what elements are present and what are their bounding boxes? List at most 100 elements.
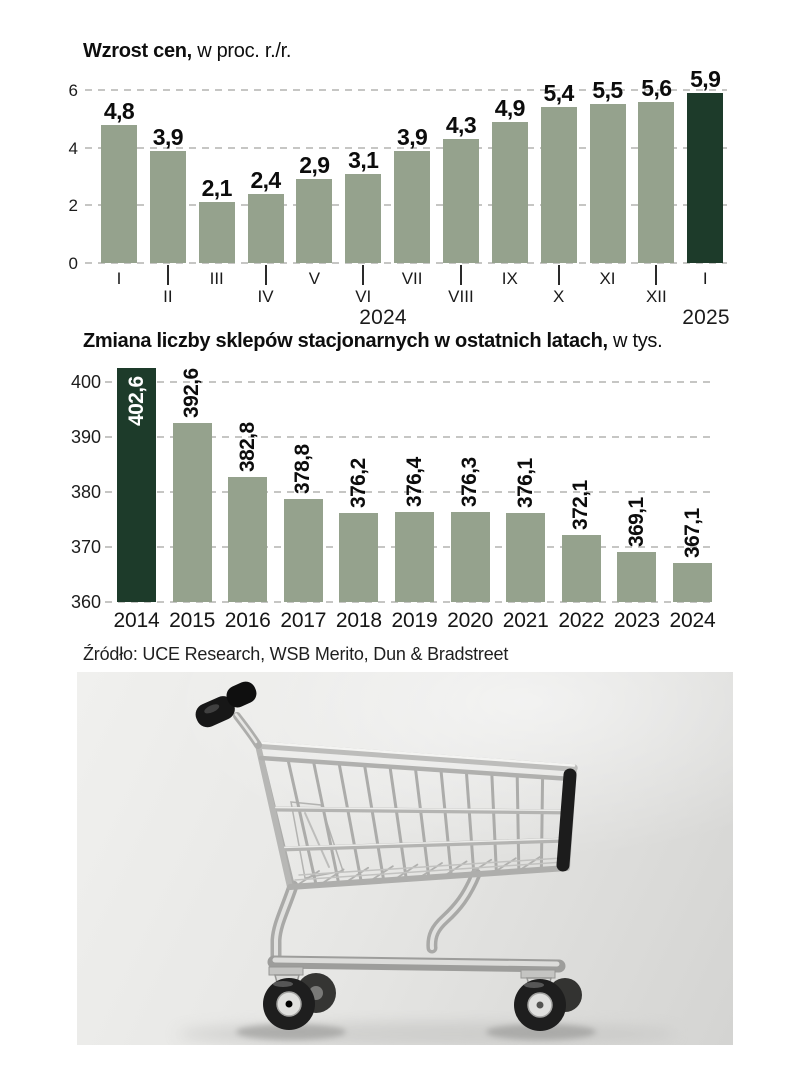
bar <box>101 124 137 263</box>
bar <box>589 104 626 263</box>
x-axis-label-year: 2019 <box>391 609 438 632</box>
shopping-cart-illustration <box>177 681 677 1045</box>
bar-value-label: 5,4 <box>543 80 575 107</box>
bar-value-label-rotated: 376,2 <box>346 458 370 508</box>
x-axis-tick <box>264 265 267 285</box>
bar <box>617 551 657 602</box>
chart1-title-unit: w proc. r./r. <box>191 40 292 62</box>
gridline-y6 <box>85 89 727 91</box>
x-axis-tick <box>362 265 365 285</box>
cart-wheels <box>263 973 582 1031</box>
bar <box>638 101 675 263</box>
x-axis-label-year: 2018 <box>335 609 382 632</box>
gridline-y4 <box>85 146 727 149</box>
bar <box>506 513 546 602</box>
bar <box>450 512 490 602</box>
bar-value-label-rotated: 376,1 <box>513 458 537 509</box>
bar <box>247 193 284 263</box>
bar <box>442 139 479 263</box>
y-axis-label: 370 <box>70 537 101 557</box>
x-axis-label-month: XII <box>645 287 667 306</box>
x-axis-label-year: 2014 <box>113 609 160 632</box>
bar-value-label-rotated: 378,8 <box>291 444 315 494</box>
cart-handle <box>195 681 262 749</box>
gridline-y0 <box>85 262 727 264</box>
bar <box>345 173 382 263</box>
cart-handle-grip <box>195 681 257 728</box>
bar <box>198 202 235 263</box>
bar <box>296 179 333 263</box>
x-axis-label-year: 2020 <box>447 609 494 632</box>
shopping-cart-photo <box>77 672 733 1045</box>
bar-value-label-rotated: 392,6 <box>180 368 204 418</box>
bar <box>673 562 712 602</box>
cart-shadow <box>177 1022 677 1045</box>
bar <box>339 512 379 602</box>
bar <box>561 535 601 602</box>
x-axis-label-year: 2023 <box>613 609 660 632</box>
cart-front-bumper <box>556 768 577 872</box>
bar-value-label-rotated: 382,8 <box>235 422 259 472</box>
x-axis-label-month: III <box>209 269 224 288</box>
x-axis-label-month: I <box>702 269 708 288</box>
bar <box>283 498 323 602</box>
x-axis-label-year: 2016 <box>224 609 271 632</box>
bar-value-label: 2,9 <box>299 152 330 179</box>
x-axis-tick <box>557 265 560 285</box>
x-axis-year-label: 2025 <box>682 306 730 329</box>
bar-value-label: 5,6 <box>641 74 672 101</box>
source-credit: Źródło: UCE Research, WSB Merito, Dun & … <box>83 644 509 664</box>
bar-value-label: 3,9 <box>152 123 184 150</box>
x-axis-label-month: VIII <box>448 287 474 306</box>
y-axis-label: 6 <box>68 81 78 100</box>
chart2-title: Zmiana liczby sklepów stacjonarnych w os… <box>83 330 663 353</box>
cart-basket <box>254 741 578 890</box>
x-axis-label-month: VI <box>355 287 372 306</box>
x-axis-label-year: 2015 <box>169 609 216 632</box>
y-axis-label: 2 <box>68 196 78 216</box>
gridline-y390 <box>105 436 716 438</box>
bar-value-label: 2,1 <box>201 175 233 202</box>
x-axis-label-year: 2022 <box>558 609 605 632</box>
y-axis-label: 400 <box>70 372 101 392</box>
bar-value-label-rotated: 367,1 <box>680 508 704 558</box>
bar <box>540 107 577 263</box>
chart1-title-bold: Wzrost cen, <box>83 40 192 62</box>
bar-value-label: 3,9 <box>397 123 428 150</box>
bar-highlight <box>687 92 724 263</box>
bar-value-label-rotated: 376,4 <box>402 457 426 507</box>
bar-value-label-rotated: 369,1 <box>624 497 648 547</box>
y-axis-label: 4 <box>68 138 78 158</box>
x-axis-label-month: II <box>163 287 173 306</box>
bar <box>172 422 212 602</box>
x-axis-year-label: 2024 <box>359 306 407 329</box>
x-axis-label-month: I <box>116 269 122 288</box>
gridline-y360 <box>105 601 716 603</box>
bar <box>395 511 434 602</box>
x-axis-label-year: 2021 <box>502 609 549 632</box>
bar-value-label: 4,3 <box>445 112 477 139</box>
x-axis-label-month: IV <box>257 287 274 306</box>
y-axis-label: 380 <box>70 482 101 502</box>
bar-value-label-rotated: 376,3 <box>458 457 482 508</box>
y-axis-label: 0 <box>68 254 78 273</box>
bar-value-label: 5,9 <box>690 65 721 92</box>
x-axis-tick <box>459 265 462 285</box>
bar-value-label: 3,1 <box>348 146 379 173</box>
chart2-title-bold: Zmiana liczby sklepów stacjonarnych w os… <box>83 330 608 352</box>
gridline-y380 <box>105 491 716 493</box>
bar-highlight <box>117 367 156 602</box>
x-axis-label-year: 2024 <box>669 609 716 632</box>
y-axis-label: 360 <box>70 592 101 612</box>
gridline-y400 <box>105 381 716 383</box>
x-axis-label-year: 2017 <box>280 609 327 632</box>
x-axis-label-month: V <box>308 269 321 288</box>
x-axis-label-month: IX <box>501 269 518 288</box>
bar <box>149 150 186 263</box>
chart2-title-unit: w tys. <box>607 330 663 352</box>
x-axis-label-month: VII <box>401 269 423 288</box>
y-axis-label: 390 <box>70 427 101 447</box>
bar-value-label: 5,5 <box>592 77 623 104</box>
x-axis-tick <box>166 265 169 285</box>
